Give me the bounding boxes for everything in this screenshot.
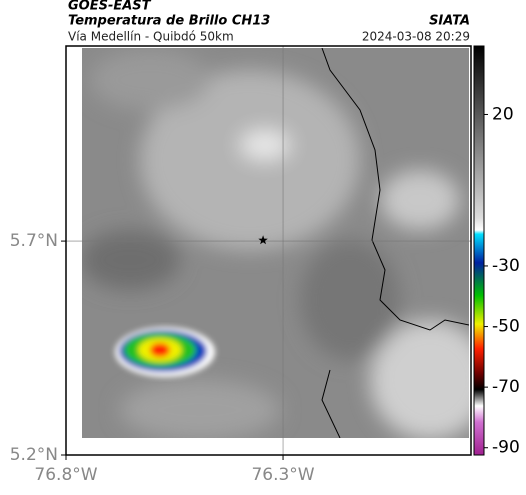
colorbar-tick-label: 20: [492, 104, 514, 124]
colorbar-tick-label: -90: [492, 438, 520, 458]
product: Temperatura de Brillo CH13: [68, 14, 270, 29]
colorbar-tick-label: -30: [492, 256, 520, 276]
agency: SIATA: [429, 14, 470, 29]
datetime: 2024-03-08 20:29: [362, 30, 470, 44]
lat-tick-label: 5.7°N: [10, 231, 58, 251]
satellite-image: [82, 48, 469, 438]
map-frame: [65, 45, 472, 456]
colorbar-tick-label: -70: [492, 377, 520, 397]
source: GOES-EAST: [68, 0, 152, 14]
route: Vía Medellín - Quibdó 50km: [68, 30, 234, 44]
lat-tick-label: 5.2°N: [10, 445, 58, 465]
colorbar-tick-label: -50: [492, 317, 520, 337]
lon-tick-label: 76.3°W: [251, 465, 314, 485]
colorbar: [473, 45, 485, 456]
lon-tick-label: 76.8°W: [34, 465, 97, 485]
location-marker: [258, 235, 268, 245]
